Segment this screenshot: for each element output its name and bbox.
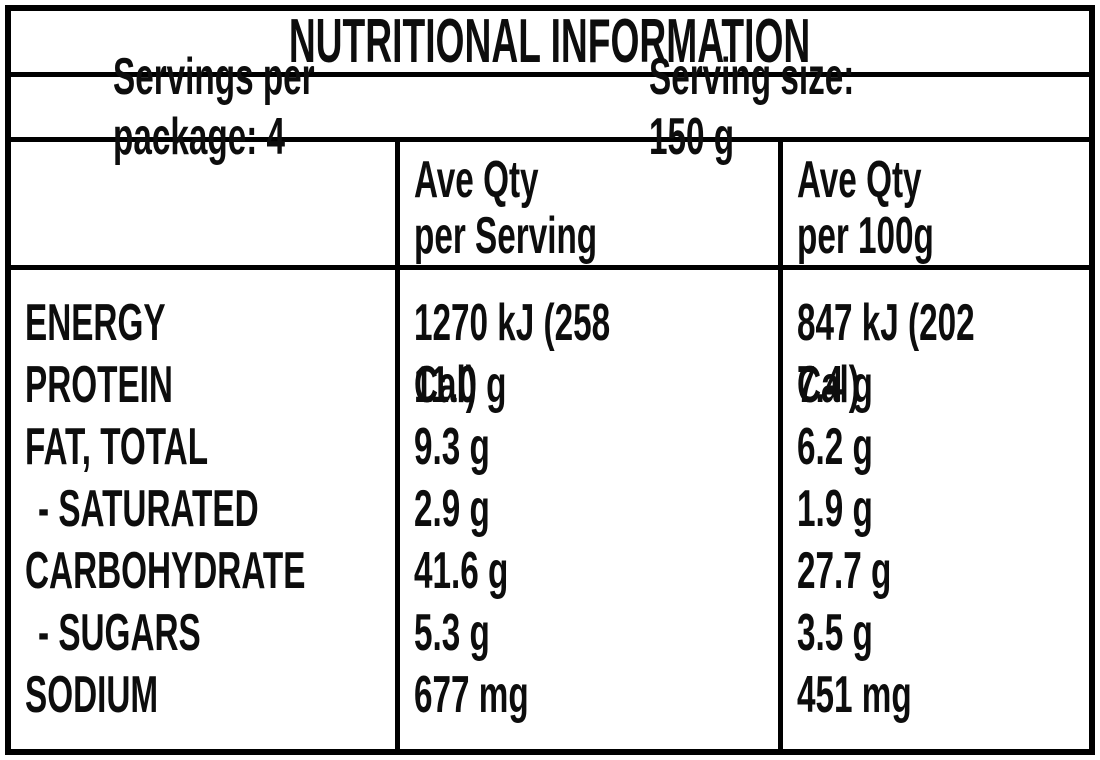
column-header-per-100g: Ave Qty per 100g <box>778 142 1089 270</box>
panel-title: NUTRITIONAL INFORMATION <box>289 7 811 76</box>
value-per-serving-saturated: 2.9 g <box>414 480 490 538</box>
value-per-100g-protein: 7.4 g <box>797 356 873 414</box>
value-per-serving-carbohydrate: 41.6 g <box>414 542 509 600</box>
nutrient-name-protein: PROTEIN <box>25 356 173 414</box>
value-per-100g-energy: 847 kJ (202 Cal) <box>797 294 975 414</box>
column-header-per-100g-text: Ave Qty per 100g <box>797 151 934 265</box>
nutrition-panel: NUTRITIONAL INFORMATION Servings per pac… <box>5 5 1095 755</box>
nutrient-name-carbohydrate: CARBOHYDRATE <box>25 542 306 600</box>
column-header-per-serving: Ave Qty per Serving <box>395 142 778 270</box>
value-per-serving-fat-total: 9.3 g <box>414 418 490 476</box>
nutrient-name-sodium: SODIUM <box>25 666 159 724</box>
nutrient-name-column: ENERGY PROTEIN FAT, TOTAL - SATURATED CA… <box>11 270 395 749</box>
value-per-100g-fat-total: 6.2 g <box>797 418 873 476</box>
value-per-serving-sodium: 677 mg <box>414 666 529 724</box>
serving-size: Serving size: 150 g <box>649 47 987 167</box>
title-row: NUTRITIONAL INFORMATION <box>11 11 1089 77</box>
nutrient-name-energy: ENERGY <box>25 294 166 352</box>
servings-per-package: Servings per package: 4 <box>113 47 537 167</box>
value-per-100g-sugars: 3.5 g <box>797 604 873 662</box>
value-per-100g-sodium: 451 mg <box>797 666 912 724</box>
value-per-100g-saturated: 1.9 g <box>797 480 873 538</box>
nutrient-name-fat-total: FAT, TOTAL <box>25 418 209 476</box>
nutrient-name-sugars: - SUGARS <box>38 604 201 662</box>
value-per-serving-protein: 11.0 g <box>414 356 507 414</box>
value-per-100g-carbohydrate: 27.7 g <box>797 542 892 600</box>
per-serving-column: 1270 kJ (258 Cal) 11.0 g 9.3 g 2.9 g 41.… <box>395 270 778 749</box>
servings-row: Servings per package: 4 Serving size: 15… <box>11 48 1089 166</box>
servings-per-package-text: Servings per package: 4 <box>113 48 315 166</box>
nutrient-name-saturated: - SATURATED <box>38 480 259 538</box>
per-100g-column: 847 kJ (202 Cal) 7.4 g 6.2 g 1.9 g 27.7 … <box>778 270 1089 749</box>
nutrition-table: Ave Qty per Serving Ave Qty per 100g ENE… <box>11 142 1089 749</box>
value-per-serving-energy: 1270 kJ (258 Cal) <box>414 294 611 414</box>
value-per-serving-sugars: 5.3 g <box>414 604 490 662</box>
column-header-nutrient <box>11 142 395 270</box>
serving-size-text: Serving size: 150 g <box>649 48 855 166</box>
column-header-per-serving-text: Ave Qty per Serving <box>414 151 598 265</box>
